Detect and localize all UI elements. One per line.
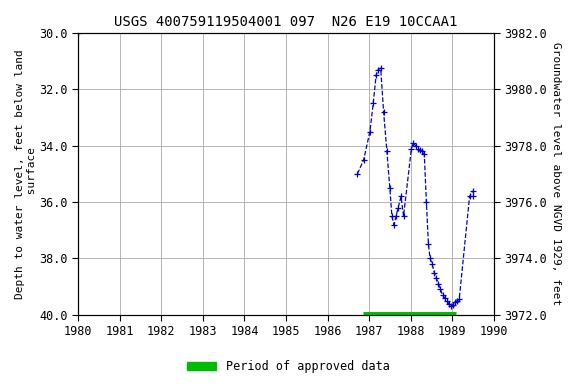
Title: USGS 400759119504001 097  N26 E19 10CCAA1: USGS 400759119504001 097 N26 E19 10CCAA1 xyxy=(114,15,458,29)
Legend: Period of approved data: Period of approved data xyxy=(182,356,394,378)
Y-axis label: Groundwater level above NGVD 1929, feet: Groundwater level above NGVD 1929, feet xyxy=(551,42,561,306)
Y-axis label: Depth to water level, feet below land
 surface: Depth to water level, feet below land su… xyxy=(15,49,37,299)
